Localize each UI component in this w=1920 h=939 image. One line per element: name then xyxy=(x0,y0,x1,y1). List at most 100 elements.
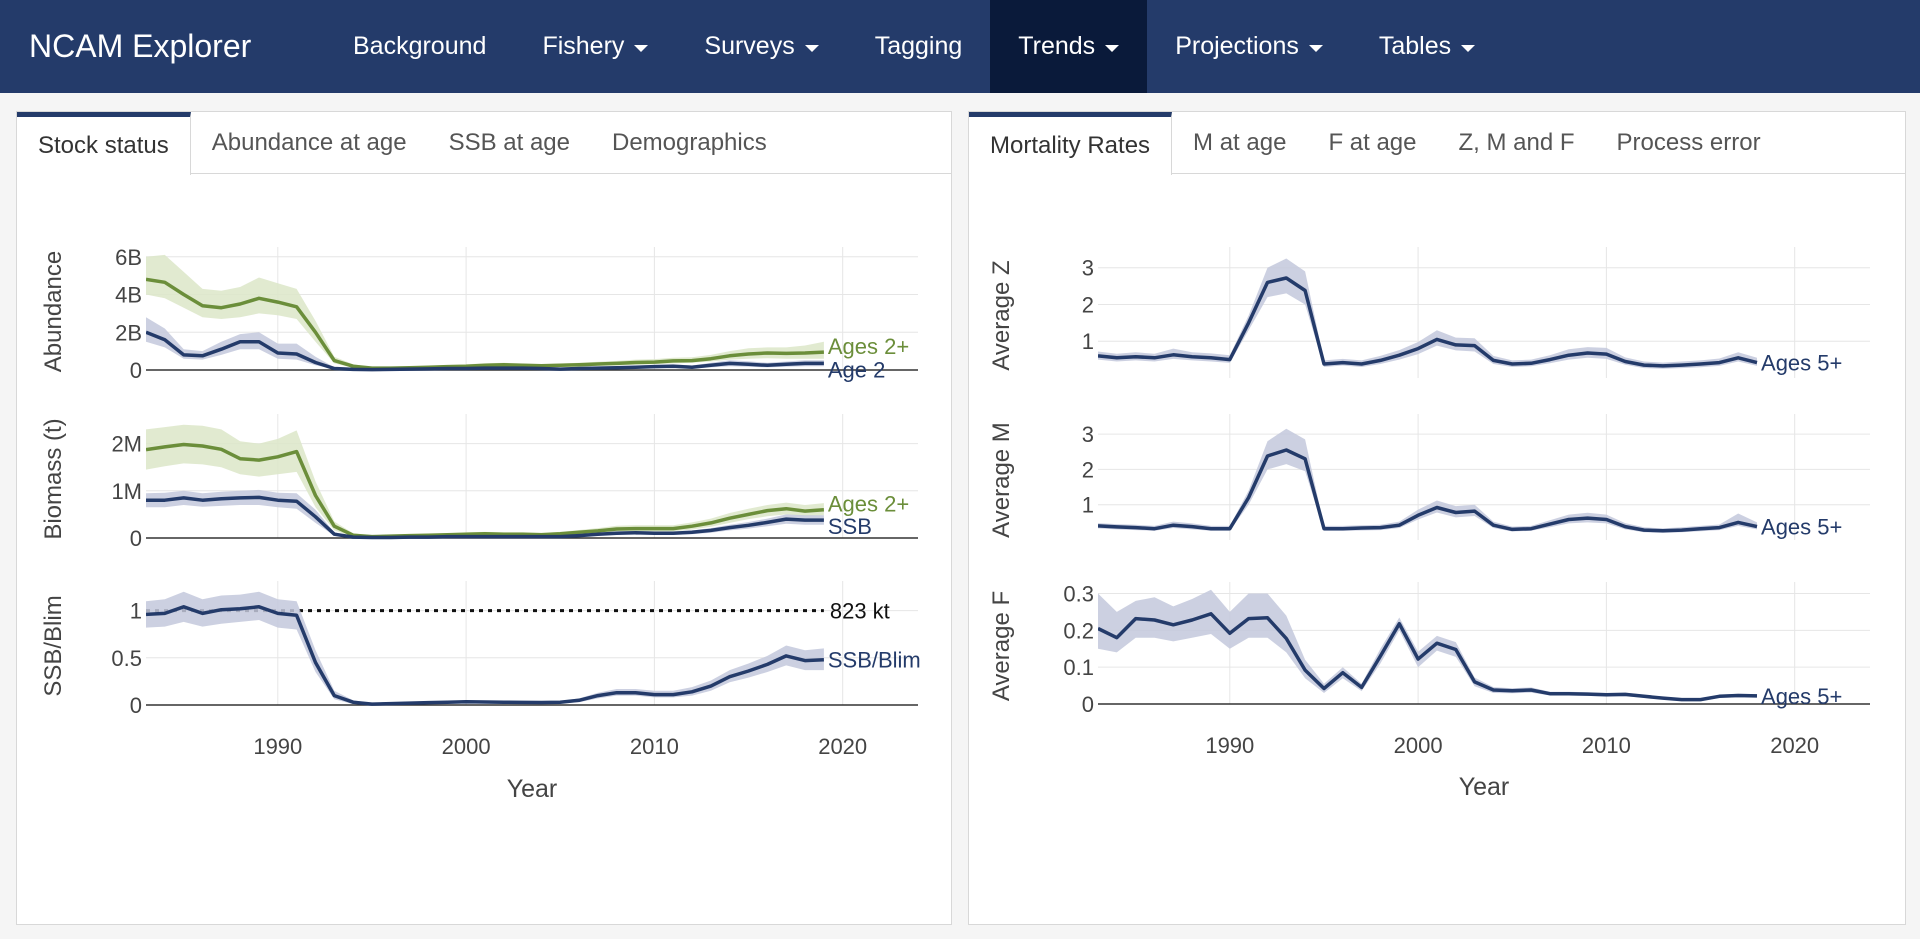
y-tick-label: 0.1 xyxy=(1063,655,1094,680)
subplot-ssb-blim: 0 0.5 1 SSB/Blim 823 kt SSB/Blim xyxy=(40,581,921,718)
series-line xyxy=(146,330,824,372)
nav-surveys[interactable]: Surveys xyxy=(676,0,846,93)
caret-down-icon xyxy=(1308,44,1323,52)
y-tick-label: 0.3 xyxy=(1063,582,1094,607)
series-label: Ages 2+ xyxy=(828,492,909,517)
nav-menu: Background Fishery Surveys Tagging Trends Pro… xyxy=(325,0,1503,93)
series-ssb xyxy=(146,489,824,540)
tab-m-at-age[interactable]: M at age xyxy=(1193,129,1287,156)
tab-mortality-rates[interactable]: Mortality Rates xyxy=(969,112,1173,175)
series-label: SSB/Blim xyxy=(828,648,921,673)
confidence-band xyxy=(146,489,824,538)
subplot-average-m: 1 2 3 Average M Ages 5+ xyxy=(988,414,1870,540)
tab-f-at-age[interactable]: F at age xyxy=(1328,129,1417,156)
x-tick-label: 2010 xyxy=(1582,733,1631,758)
x-tick-label: 2020 xyxy=(1770,733,1819,758)
left-tabs: Stock status Abundance at age SSB at age De… xyxy=(17,112,951,175)
x-tick-label: 1990 xyxy=(1205,733,1254,758)
right-chart: 1 2 3 Average Z Ages 5+ 1 2 3 Average M Ages 5+ 0 0… xyxy=(988,247,1870,801)
y-tick-label: 1 xyxy=(130,599,142,624)
y-tick-label: 6B xyxy=(115,245,142,270)
nav-tables[interactable]: Tables xyxy=(1351,0,1503,93)
nav-fishery[interactable]: Fishery xyxy=(514,0,676,93)
series-line xyxy=(1098,448,1758,533)
y-axis-label: SSB/Blim xyxy=(40,595,67,696)
series-label: SSB xyxy=(828,514,872,539)
y-axis-label: Biomass (t) xyxy=(40,418,67,539)
series-label: Ages 2+ xyxy=(828,334,909,359)
y-tick-label: 1 xyxy=(1082,329,1094,354)
tab-abundance-at-age[interactable]: Abundance at age xyxy=(211,129,407,156)
x-tick-label: 2020 xyxy=(818,734,867,759)
x-tick-label: 2000 xyxy=(442,734,491,759)
series-ages-5 xyxy=(1098,428,1758,533)
x-tick-label: 2010 xyxy=(630,734,679,759)
nav-label: Trends xyxy=(1018,32,1096,60)
series-label: Ages 5+ xyxy=(1761,351,1842,376)
nav-projections[interactable]: Projections xyxy=(1147,0,1351,93)
subplot-abundance: 0 2B 4B 6B Abundance Ages 2+Age 2 xyxy=(40,245,918,383)
y-tick-label: 0 xyxy=(130,693,142,718)
confidence-band xyxy=(146,591,824,705)
confidence-band xyxy=(1098,428,1757,533)
y-tick-label: 3 xyxy=(1082,422,1094,447)
series-line xyxy=(1098,276,1758,368)
series-ages-5 xyxy=(1098,258,1758,369)
confidence-band xyxy=(146,424,824,538)
series-age-2 xyxy=(146,317,824,372)
nav-label: Fishery xyxy=(542,32,625,60)
nav-label: Tables xyxy=(1378,32,1452,60)
y-tick-label: 2 xyxy=(1082,292,1094,317)
y-tick-label: 3 xyxy=(1082,256,1094,281)
subplot-average-f: 0 0.1 0.2 0.3 Average F Ages 5+ xyxy=(988,582,1870,717)
tab-demographics[interactable]: Demographics xyxy=(612,129,767,156)
y-tick-label: 0.2 xyxy=(1063,618,1094,643)
y-tick-label: 2B xyxy=(115,320,142,345)
y-tick-label: 1 xyxy=(1082,493,1094,518)
y-tick-label: 0.5 xyxy=(111,646,142,671)
nav-label: Projections xyxy=(1175,32,1299,60)
caret-down-icon xyxy=(804,44,819,52)
y-tick-label: 0 xyxy=(130,526,142,551)
caret-down-icon xyxy=(634,44,649,52)
nav-label: Surveys xyxy=(704,32,795,60)
series-line xyxy=(146,442,825,539)
tab-ssb-at-age[interactable]: SSB at age xyxy=(448,129,570,156)
right-tabs: Mortality Rates M at age F at age Z, M and … xyxy=(969,112,1905,175)
nav-trends[interactable]: Trends xyxy=(990,0,1148,93)
series-ssb-blim xyxy=(146,591,824,706)
y-tick-label: 1M xyxy=(111,479,142,504)
y-axis-label: Average Z xyxy=(988,260,1015,370)
tab-process-error[interactable]: Process error xyxy=(1616,129,1761,156)
reference-label: 823 kt xyxy=(830,599,890,624)
tab-z-m-and-f[interactable]: Z, M and F xyxy=(1458,129,1575,156)
y-axis-label: Average M xyxy=(988,422,1015,538)
nav-background[interactable]: Background xyxy=(325,0,514,93)
subplot-biomass-t: 0 1M 2M Biomass (t) Ages 2+SSB xyxy=(40,414,918,551)
nav-tagging[interactable]: Tagging xyxy=(847,0,991,93)
y-axis-label: Abundance xyxy=(40,251,67,372)
caret-down-icon xyxy=(1461,44,1476,52)
nav-label: Background xyxy=(353,32,487,60)
series-ages-2 xyxy=(146,424,825,539)
series-label: Ages 5+ xyxy=(1761,515,1842,540)
series-label: Age 2 xyxy=(828,357,886,382)
y-tick-label: 0 xyxy=(1082,692,1094,717)
navbar: NCAM Explorer Background Fishery Surveys Ta… xyxy=(0,0,1920,93)
left-panel: Stock status Abundance at age SSB at age De… xyxy=(16,111,952,925)
brand-title[interactable]: NCAM Explorer xyxy=(29,28,252,64)
caret-down-icon xyxy=(1105,44,1120,52)
series-line xyxy=(146,277,824,370)
series-line xyxy=(1098,612,1758,702)
y-tick-label: 4B xyxy=(115,283,142,308)
tab-stock-status[interactable]: Stock status xyxy=(17,112,191,175)
y-tick-label: 2M xyxy=(111,432,142,457)
confidence-band xyxy=(146,254,824,370)
confidence-band xyxy=(1098,258,1757,369)
x-axis-label: Year xyxy=(1459,773,1510,801)
series-ages-2 xyxy=(146,254,824,370)
series-line xyxy=(146,495,824,540)
confidence-band xyxy=(1098,589,1757,701)
y-tick-label: 2 xyxy=(1082,457,1094,482)
